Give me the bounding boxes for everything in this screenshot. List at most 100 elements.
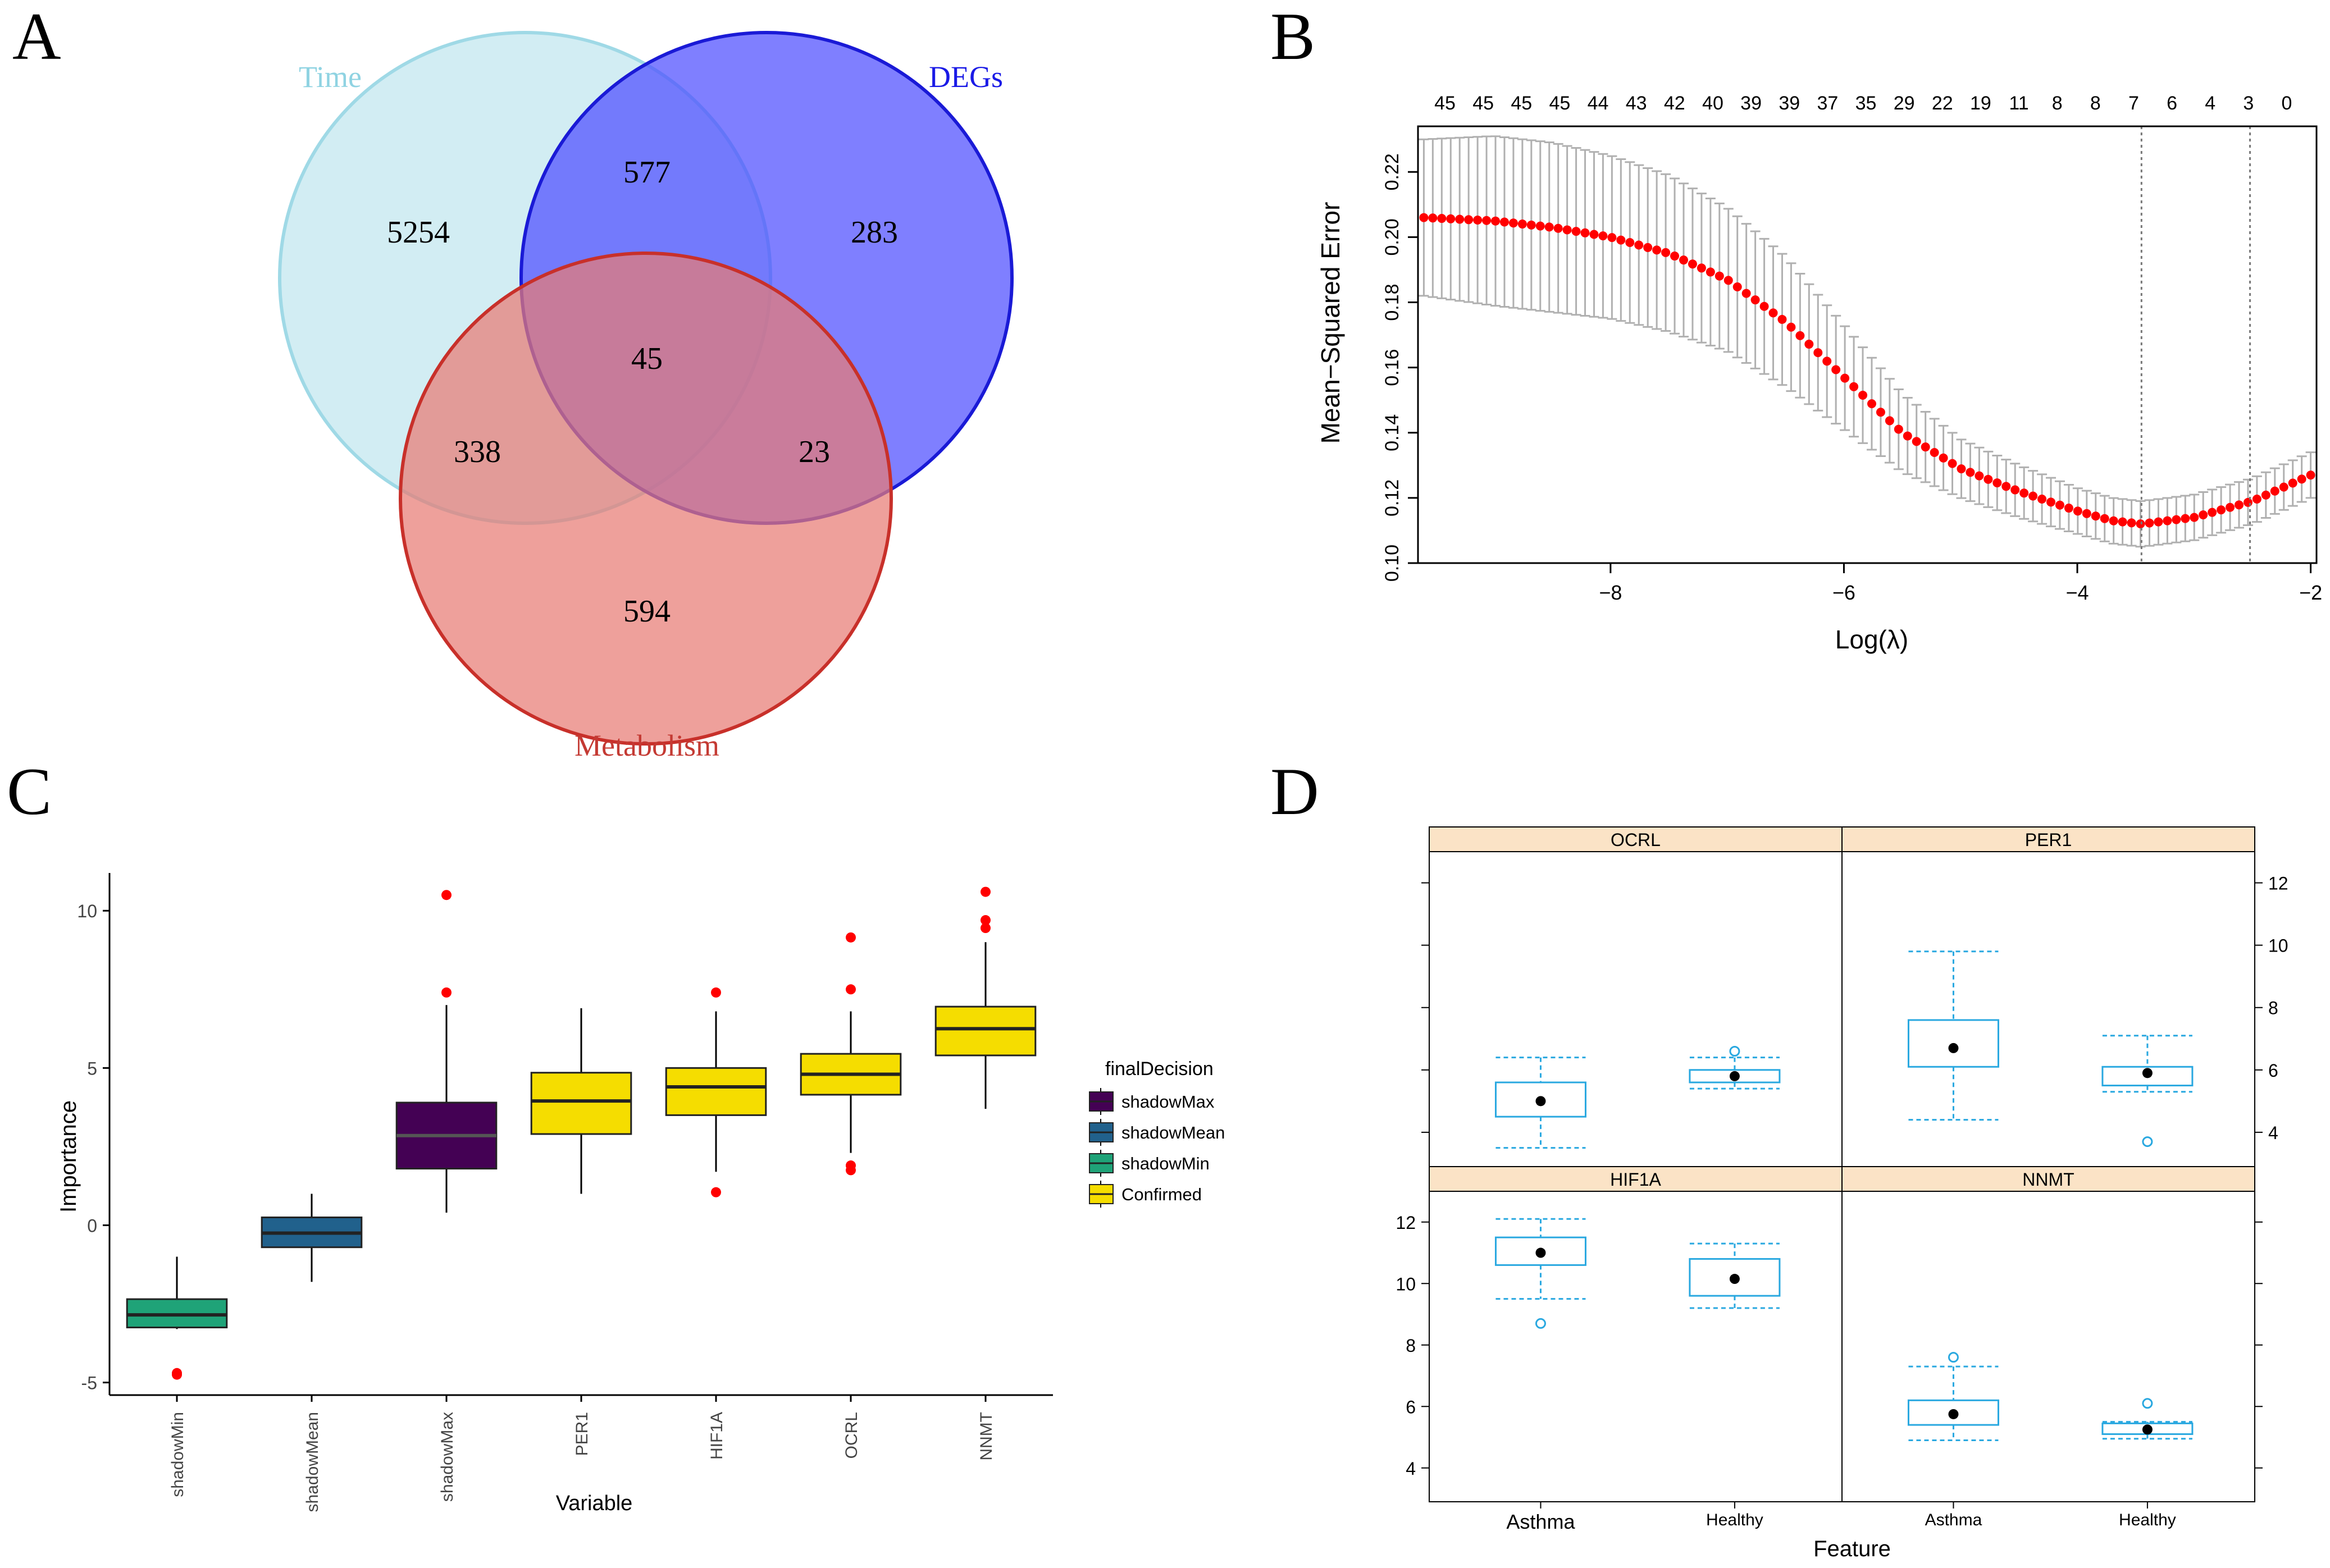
top-axis-label: 45 (1472, 93, 1494, 114)
strip-label: NNMT (2022, 1169, 2074, 1190)
lasso-cv-chart: −8 −6 −4 −2 0.10 0.12 0.14 0.16 0.18 0.20 0.22 45… (1316, 93, 2322, 654)
cv-point (1948, 459, 1957, 468)
cv-point (1741, 289, 1751, 298)
lattice-x-label: Feature (1813, 1537, 1891, 1561)
cv-point (1939, 453, 1948, 463)
y-tick-label: 0.12 (1381, 479, 1403, 516)
y-tick-label: 0.18 (1381, 284, 1403, 321)
panel-label-d: D (1270, 754, 1319, 829)
cv-point (2082, 509, 2091, 518)
top-axis-label: 39 (1740, 93, 1762, 114)
venn-count-degs-only: 283 (851, 215, 898, 250)
cv-point (1992, 478, 2002, 488)
cv-point (2001, 482, 2011, 491)
x-tick-label: OCRL (842, 1412, 861, 1459)
cv-point (1535, 221, 1545, 231)
top-axis-label: 6 (2167, 93, 2177, 114)
y-tick-label: 0.16 (1381, 349, 1403, 386)
venn-count-metabolism-only: 594 (623, 594, 671, 629)
y-tick-label: 6 (2268, 1060, 2278, 1081)
y-tick-label: 0.14 (1381, 414, 1403, 451)
top-axis-label: 22 (1932, 93, 1953, 114)
cv-point (1607, 233, 1617, 243)
x-tick-label: Healthy (1706, 1511, 1763, 1529)
cv-point (1984, 474, 1993, 484)
cv-point (1894, 424, 1903, 434)
cv-point (1553, 223, 1563, 233)
cv-point (2297, 474, 2306, 484)
outlier-point (1948, 1352, 1959, 1363)
cv-point (2091, 511, 2100, 521)
venn-diagram: Time DEGs Metabolism 5254 577 283 45 338… (278, 31, 1014, 762)
cv-point (2226, 502, 2235, 512)
median-dot (1948, 1043, 1959, 1053)
top-axis-label: 44 (1588, 93, 1609, 114)
cv-point (2145, 518, 2154, 528)
x-tick-label: NNMT (977, 1412, 996, 1461)
x-tick-label: −4 (2066, 581, 2089, 604)
lattice-panels: OCRL PER1 HIF1A NNMT (1429, 826, 2255, 1502)
cv-point (1661, 248, 1671, 257)
y-tick-label: 8 (2268, 998, 2278, 1018)
x-tick-label: shadowMean (303, 1412, 322, 1512)
cv-point (1517, 220, 1527, 229)
cv-point (1786, 322, 1796, 332)
cv-point (2288, 478, 2297, 488)
lattice-axes: 4 6 8 10 12 4 6 8 10 12 Asthma Healthy Asthma Healthy (1396, 874, 2288, 1533)
median-dot (1729, 1071, 1740, 1081)
x-tick-label: Healthy (2119, 1511, 2176, 1529)
y-tick-label: 0.10 (1381, 545, 1403, 582)
cv-point (2172, 515, 2181, 524)
box-PER1 (530, 1072, 632, 1135)
cv-top-axis: 45 45 45 45 44 43 42 40 39 39 37 35 29 22 19 11 8 8 7 6 4 3 0 (1434, 93, 2292, 114)
venn-count-time-degs: 577 (623, 155, 671, 190)
top-axis-label: 8 (2052, 93, 2063, 114)
cv-point (2028, 491, 2038, 501)
cv-point (1921, 442, 1930, 452)
cv-point (2100, 514, 2109, 523)
cv-point (2109, 516, 2118, 525)
y-tick-label: 12 (2268, 874, 2288, 894)
panel-label-b: B (1270, 0, 1315, 74)
strip-PER1 (1841, 826, 2255, 852)
cv-point (1777, 314, 1787, 324)
boruta-y-axis: -5 0 5 10 (77, 873, 111, 1395)
cv-point (1499, 217, 1509, 227)
cv-point (1437, 214, 1447, 223)
venn-count-degs-metabolism: 23 (799, 435, 830, 469)
cv-point (2306, 470, 2315, 480)
cv-point (1526, 220, 1536, 230)
cv-point (2163, 516, 2172, 525)
cv-point (1813, 348, 1823, 358)
outlier-point (441, 890, 452, 900)
cv-point (2055, 500, 2064, 510)
lattice-panel-frame (1841, 1191, 2255, 1502)
top-axis-label: 11 (2009, 93, 2028, 114)
outlier-point (441, 987, 452, 998)
cv-point (1966, 468, 1975, 477)
cv-point (1759, 301, 1769, 311)
median-dot (2142, 1424, 2153, 1435)
boruta-y-label: Importance (56, 1100, 81, 1213)
cv-point (2208, 508, 2217, 517)
cv-point (1975, 471, 1984, 481)
top-axis-label: 8 (2090, 93, 2101, 114)
cv-point (1625, 238, 1635, 248)
legend-label: shadowMin (1121, 1154, 1210, 1173)
outlier-point (2142, 1136, 2153, 1148)
venn-set-label-metabolism: Metabolism (574, 729, 719, 762)
cv-point (2279, 482, 2288, 492)
median-dot (1535, 1096, 1546, 1107)
cv-point (1930, 447, 1939, 457)
strip-label: OCRL (1611, 830, 1661, 850)
cv-point (1455, 214, 1465, 224)
cv-point (2010, 485, 2020, 495)
cv-point (2199, 510, 2208, 520)
boruta-legend: finalDecision shadowMax shadowMean shadowM… (1089, 1058, 1225, 1208)
cv-x-axis: −8 −6 −4 −2 (1599, 563, 2322, 604)
cv-point (2270, 486, 2279, 496)
cv-point (2019, 488, 2029, 498)
outlier-point (981, 915, 991, 926)
cv-reference-lines (2140, 126, 2251, 563)
